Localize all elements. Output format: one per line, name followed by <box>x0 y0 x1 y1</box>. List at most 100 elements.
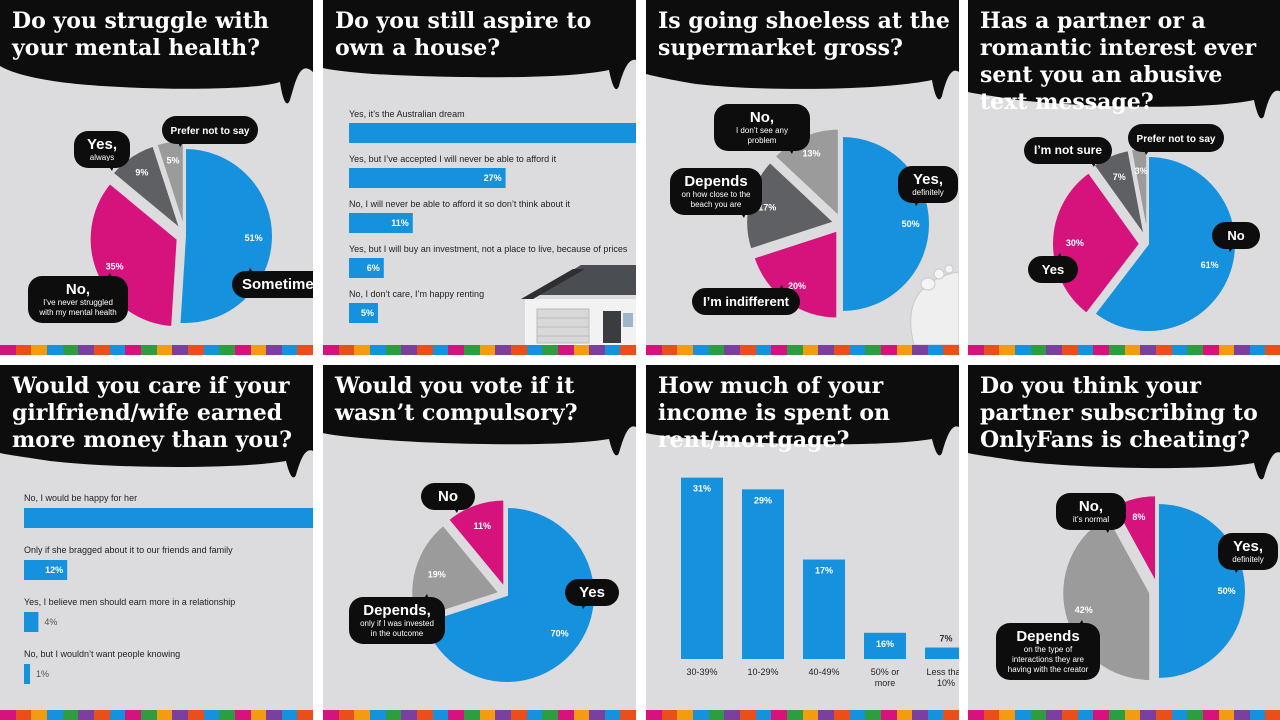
stripe-segment <box>156 345 173 355</box>
stripe-segment <box>125 710 141 720</box>
stripe-segment <box>943 345 959 355</box>
stripe-segment <box>1140 345 1156 355</box>
stripe-segment <box>708 345 725 355</box>
pie-slice-label: 13% <box>803 149 821 159</box>
color-stripe <box>968 345 1280 355</box>
stripe-segment <box>219 710 235 720</box>
stripe-segment <box>771 345 787 355</box>
title-blob <box>323 365 636 456</box>
stripe-segment <box>432 345 449 355</box>
stripe-segment <box>338 710 355 720</box>
stripe-segment <box>448 345 464 355</box>
stripe-segment <box>1046 345 1062 355</box>
vbar-chart: 31% 30-39% 29% 10-29% 17% 40-49% 16% 50% ormore… <box>681 477 959 688</box>
stripe-segment <box>724 345 740 355</box>
pie-slice-label: 70% <box>551 628 569 638</box>
pie-slice-label: 35% <box>106 261 124 271</box>
bar <box>864 632 906 659</box>
color-stripe <box>323 710 636 720</box>
stripe-segment <box>203 345 220 355</box>
house-illustration <box>521 265 636 345</box>
stripe-segment <box>865 710 881 720</box>
pie-slice-label: 5% <box>167 155 180 165</box>
stripe-segment <box>1171 345 1188 355</box>
stripe-segment <box>677 345 693 355</box>
stripe-segment <box>31 345 47 355</box>
bubble-prefer-not: Prefer not to say <box>1128 124 1224 155</box>
stripe-segment <box>234 710 251 720</box>
bubble-no: No <box>421 483 475 513</box>
bar <box>24 508 313 528</box>
stripe-segment <box>495 345 511 355</box>
stripe-segment <box>802 345 819 355</box>
bar-category-label: No, but I wouldn’t want people knowing <box>24 649 180 659</box>
panel-abusive-text: Has a partner or a romantic interest eve… <box>968 0 1280 355</box>
stripe-segment <box>646 710 662 720</box>
stripe-segment <box>219 345 235 355</box>
stripe-segment <box>62 710 79 720</box>
bubble-yes-always: Yes, always <box>74 131 130 171</box>
stripe-segment <box>1014 710 1031 720</box>
stripe-segment <box>708 710 725 720</box>
stripe-segment <box>1155 345 1172 355</box>
color-stripe <box>646 710 959 720</box>
bar-category-label: more <box>875 678 896 688</box>
bar <box>24 560 68 580</box>
stripe-segment <box>250 710 267 720</box>
panel-shoeless: Is going shoeless at the supermarket gro… <box>646 0 959 355</box>
stripe-segment <box>172 345 188 355</box>
bar-category-label: Yes, but I’ve accepted I will never be a… <box>349 154 557 164</box>
color-stripe <box>0 345 313 355</box>
stripe-segment <box>125 345 141 355</box>
stripe-segment <box>0 710 16 720</box>
stripe-segment <box>401 345 417 355</box>
stripe-segment <box>1265 710 1280 720</box>
bar <box>742 489 784 659</box>
stripe-segment <box>140 345 157 355</box>
stripe-segment <box>31 710 47 720</box>
title-blob <box>646 365 959 456</box>
panel-girlfriend-earnings: Would you care if your girlfriend/wife e… <box>0 365 313 720</box>
pie-slice-label: 9% <box>135 168 148 178</box>
pie-slice-label: 11% <box>473 521 491 531</box>
stripe-segment <box>109 710 126 720</box>
stripe-segment <box>156 710 173 720</box>
stripe-segment <box>818 710 834 720</box>
bar-category-label: Yes, it’s the Australian dream <box>349 109 465 119</box>
pie-slice-label: 19% <box>428 570 446 580</box>
stripe-segment <box>297 710 313 720</box>
title-blob <box>646 0 959 100</box>
stripe-segment <box>818 345 834 355</box>
stripe-segment <box>234 345 251 355</box>
pie-slice-label: 61% <box>1201 260 1219 270</box>
stripe-segment <box>1061 710 1078 720</box>
bar-category-label: 50% or <box>871 667 900 677</box>
stripe-segment <box>1030 710 1047 720</box>
stripe-segment <box>786 345 803 355</box>
bubble-depends-creator: Depends on the type of interactions they … <box>996 620 1100 680</box>
bar-value-label: 31% <box>693 484 711 494</box>
bar <box>349 168 506 188</box>
stripe-segment <box>172 710 188 720</box>
stripe-segment <box>1234 710 1250 720</box>
stripe-segment <box>999 345 1015 355</box>
stripe-segment <box>1218 345 1235 355</box>
stripe-segment <box>802 710 819 720</box>
pie-chart: 61% 30% 7% 3% <box>1051 147 1237 333</box>
bubble-no-problem: No, I don’t see any problem <box>714 104 810 154</box>
stripe-segment <box>1265 345 1280 355</box>
stripe-segment <box>692 345 709 355</box>
bar <box>349 303 378 323</box>
pie-slice-label: 7% <box>1113 172 1126 182</box>
stripe-segment <box>187 710 204 720</box>
bar-value-label: 7% <box>939 634 952 644</box>
bar-category-label: No, I don’t care, I’m happy renting <box>349 289 484 299</box>
title-blob <box>0 0 313 104</box>
hbar-chart: No, I would be happy for her Only if she … <box>24 493 313 684</box>
bubble-yes: Yes <box>1028 253 1078 283</box>
stripe-segment <box>448 710 464 720</box>
panel-title: Do you still aspire to own a house? <box>335 8 592 61</box>
stripe-segment <box>1155 710 1172 720</box>
pie-slice-label: 3% <box>1135 166 1148 176</box>
stripe-segment <box>1171 710 1188 720</box>
